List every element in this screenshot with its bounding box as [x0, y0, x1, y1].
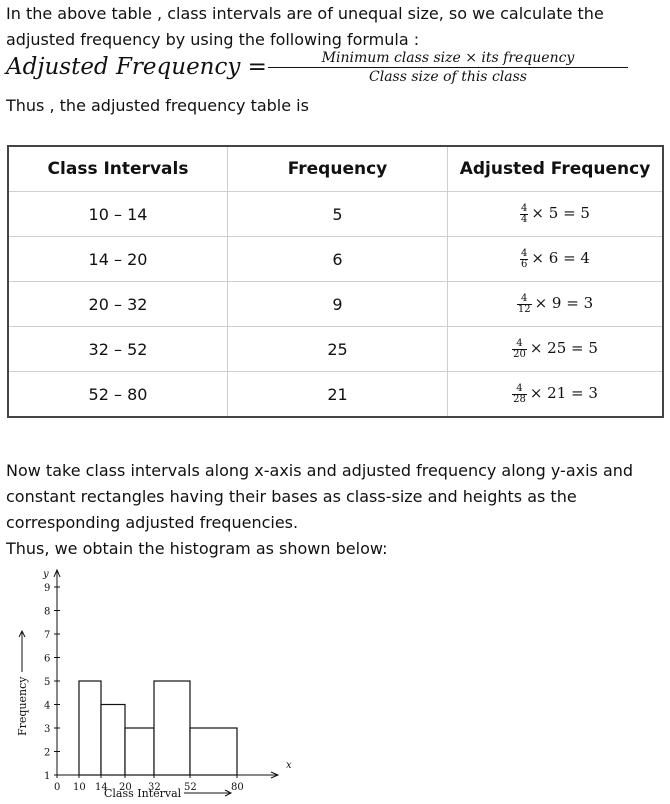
cell-adjusted-frequency: 4 4 × 5 = 5: [447, 191, 664, 237]
cell-frequency: 9: [227, 281, 448, 327]
adjusted-result: × 9 = 3: [534, 294, 594, 313]
cell-frequency: 5: [227, 191, 448, 237]
y-axis-symbol: y: [42, 569, 49, 580]
table-row: 14 – 20 6 4 6 × 6 = 4: [7, 236, 664, 282]
y-tick-label: 8: [44, 607, 50, 618]
y-tick-label: 2: [44, 748, 50, 759]
cell-adjusted-frequency: 4 6 × 6 = 4: [447, 236, 664, 282]
formula-denominator: Class size of this class: [369, 69, 527, 85]
histogram-bar: [189, 727, 238, 776]
x-tick-label: 10: [73, 782, 86, 793]
y-axis-arrow: [53, 568, 61, 578]
x-axis-label: Class Interval: [104, 787, 182, 800]
explanation-line-1: Now take class intervals along x-axis an…: [6, 461, 634, 480]
table-row: 32 – 52 25 4 20 × 25 = 5: [7, 326, 664, 372]
y-axis-label: Frequency: [16, 676, 29, 736]
adjusted-result: × 25 = 5: [529, 339, 598, 358]
adjusted-frequency-expression: 4 6 × 6 = 4: [520, 247, 590, 270]
x-label-arrow-head: [224, 789, 233, 797]
histogram-bar: [100, 703, 126, 776]
adjusted-fraction: 4 20: [512, 338, 527, 360]
x-axis-symbol: x: [286, 760, 292, 771]
histogram-bar: [78, 680, 102, 776]
adjusted-result: × 5 = 5: [531, 204, 590, 223]
cell-class-interval: 52 – 80: [7, 371, 228, 418]
y-tick-label: 1: [44, 771, 50, 782]
cell-frequency: 21: [227, 371, 448, 418]
x-tick-label: 80: [231, 782, 244, 793]
fraction-numerator: 4: [512, 338, 527, 350]
cell-frequency: 25: [227, 326, 448, 372]
adjusted-result: × 21 = 3: [529, 384, 598, 403]
header-class-intervals: Class Intervals: [7, 145, 228, 192]
fraction-numerator: 4: [520, 202, 529, 215]
fraction-denominator: 4: [521, 213, 528, 225]
y-label-arrow-head: [18, 629, 26, 638]
table-header-row: Class Intervals Frequency Adjusted Frequ…: [7, 145, 664, 192]
y-tick-label: 5: [44, 677, 50, 688]
x-tick-label: 14: [95, 782, 108, 793]
cell-frequency: 6: [227, 236, 448, 282]
y-tick-label: 6: [44, 654, 50, 665]
cell-class-interval: 10 – 14: [7, 191, 228, 237]
intro-line-1: In the above table , class intervals are…: [6, 4, 604, 23]
histogram-bar: [124, 727, 155, 776]
thus-line: Thus , the adjusted frequency table is: [6, 96, 309, 115]
adjusted-frequency-expression: 4 4 × 5 = 5: [520, 202, 590, 225]
header-adjusted-frequency: Adjusted Frequency: [447, 145, 664, 192]
histogram-chart: x y 1 2 3 4 5 6 7 8 9 0 10 14 20 32 52 80 Class Interval Fr…: [16, 568, 292, 800]
fraction-denominator: 28: [513, 393, 526, 405]
y-tick-label: 7: [44, 630, 50, 641]
fraction-denominator: 6: [521, 258, 528, 270]
fraction-numerator: 4: [520, 247, 529, 260]
formula-fraction: Minimum class size × its frequency Class…: [268, 50, 628, 86]
adjusted-frequency-expression: 4 20 × 25 = 5: [512, 338, 598, 360]
x-tick-label: 52: [184, 782, 197, 793]
adjusted-frequency-expression: 4 12 × 9 = 3: [516, 293, 594, 315]
explanation-line-3: corresponding adjusted frequencies.: [6, 513, 299, 532]
table-row: 20 – 32 9 4 12 × 9 = 3: [7, 281, 664, 327]
adjusted-frequency-formula: Adjusted Frequency = Minimum class size …: [6, 48, 646, 92]
y-tick-label: 4: [44, 701, 50, 712]
cell-class-interval: 32 – 52: [7, 326, 228, 372]
formula-lhs: Adjusted Frequency =: [6, 54, 267, 80]
cell-adjusted-frequency: 4 20 × 25 = 5: [447, 326, 664, 372]
explanation-line-4: Thus, we obtain the histogram as shown b…: [6, 539, 388, 558]
adjusted-frequency-table: Class Intervals Frequency Adjusted Frequ…: [7, 145, 664, 418]
x-axis-arrow: [270, 771, 280, 779]
formula-numerator: Minimum class size × its frequency: [268, 50, 628, 68]
x-tick-label: 32: [148, 782, 161, 793]
cell-class-interval: 20 – 32: [7, 281, 228, 327]
fraction-numerator: 4: [516, 293, 532, 305]
fraction-denominator: 20: [513, 348, 526, 360]
cell-adjusted-frequency: 4 28 × 21 = 3: [447, 371, 664, 418]
explanation-line-2: constant rectangles having their bases a…: [6, 487, 577, 506]
x-tick-label: 20: [119, 782, 132, 793]
table-body: 10 – 14 5 4 4 × 5 = 5 14 – 20 6 4 6 × 6 = 4 20 – 3…: [7, 191, 664, 418]
y-tick-label: 3: [44, 724, 50, 735]
table-row: 52 – 80 21 4 28 × 21 = 3: [7, 371, 664, 418]
fraction-numerator: 4: [512, 383, 527, 395]
x-tick-label: 0: [54, 782, 60, 793]
cell-adjusted-frequency: 4 12 × 9 = 3: [447, 281, 664, 327]
cell-class-interval: 14 – 20: [7, 236, 228, 282]
adjusted-frequency-expression: 4 28 × 21 = 3: [512, 383, 598, 405]
adjusted-fraction: 4 12: [516, 293, 532, 315]
adjusted-result: × 6 = 4: [531, 249, 590, 268]
histogram-bar: [153, 680, 191, 776]
header-frequency: Frequency: [227, 145, 448, 192]
table-row: 10 – 14 5 4 4 × 5 = 5: [7, 191, 664, 237]
adjusted-fraction: 4 28: [512, 383, 527, 405]
fraction-denominator: 12: [517, 303, 531, 315]
y-tick-label: 9: [44, 583, 50, 594]
intro-line-2: adjusted frequency by using the followin…: [6, 30, 420, 49]
